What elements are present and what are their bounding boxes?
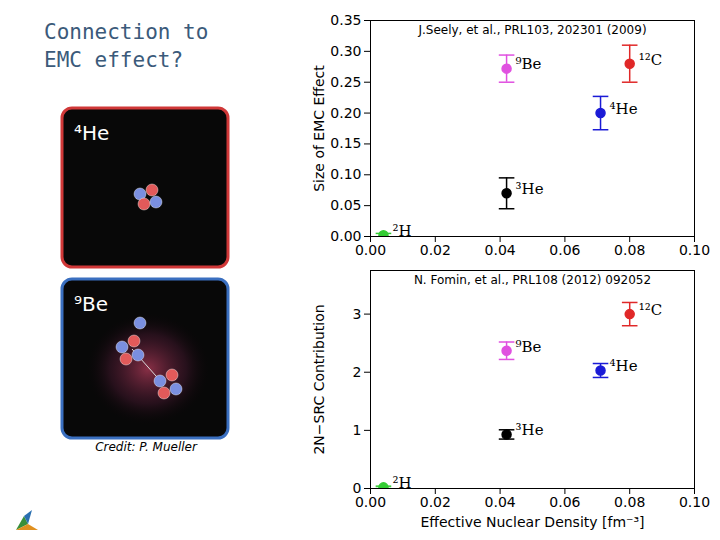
svg-text:2: 2 [353,364,362,380]
svg-text:0.06: 0.06 [549,242,580,258]
html-text:Connection to EMC effect?: Connection to EMC effect? [44,20,209,72]
svg-text:Effective Nuclear Density [fm⁻: Effective Nuclear Density [fm⁻³] [420,514,644,530]
svg-text:0.02: 0.02 [420,494,451,510]
svg-text:0: 0 [352,480,362,496]
svg-text:0.00: 0.00 [355,242,386,258]
svg-text:0.25: 0.25 [330,74,361,90]
svg-text:¹²C: ¹²C [639,51,663,69]
svg-text:¹²C: ¹²C [639,301,663,319]
svg-text:³He: ³He [516,180,544,198]
svg-text:0.04: 0.04 [485,494,516,510]
svg-text:Size of EMC Effect: Size of EMC Effect [311,65,327,192]
svg-text:²H: ²H [392,222,411,240]
svg-text:J.Seely, et al., PRL103, 20230: J.Seely, et al., PRL103, 202301 (2009) [417,23,646,37]
svg-text:N. Fomin, et al., PRL108 (2012: N. Fomin, et al., PRL108 (2012) 092052 [414,273,651,287]
svg-text:0.10: 0.10 [330,166,361,182]
svg-text:0.04: 0.04 [485,242,516,258]
svg-text:0.35: 0.35 [330,12,361,28]
svg-text:0.10: 0.10 [679,494,710,510]
svg-text:0.02: 0.02 [420,242,451,258]
svg-text:⁹Be: ⁹Be [74,292,108,316]
svg-text:⁴He: ⁴He [610,100,638,118]
svg-text:0.08: 0.08 [614,494,645,510]
svg-text:3: 3 [353,306,362,322]
svg-text:0.15: 0.15 [330,135,361,151]
svg-text:0.00: 0.00 [330,228,362,244]
svg-text:0.30: 0.30 [330,43,361,59]
svg-text:0.05: 0.05 [330,197,361,213]
svg-text:0.10: 0.10 [679,242,710,258]
svg-text:⁹Be: ⁹Be [516,55,542,73]
svg-text:²H: ²H [392,474,411,492]
svg-text:1: 1 [353,422,362,438]
svg-text:0.00: 0.00 [355,494,386,510]
svg-text:³He: ³He [516,421,544,439]
svg-text:⁴He: ⁴He [74,121,109,145]
svg-text:⁹Be: ⁹Be [516,338,542,356]
svg-text:0.08: 0.08 [614,242,645,258]
svg-text:2N−SRC Contribution: 2N−SRC Contribution [311,304,327,454]
svg-text:0.20: 0.20 [330,105,361,121]
svg-text:0.06: 0.06 [549,494,580,510]
html-text:Credit: P. Mueller: Credit: P. Mueller [95,440,197,454]
svg-text:⁴He: ⁴He [610,357,638,375]
